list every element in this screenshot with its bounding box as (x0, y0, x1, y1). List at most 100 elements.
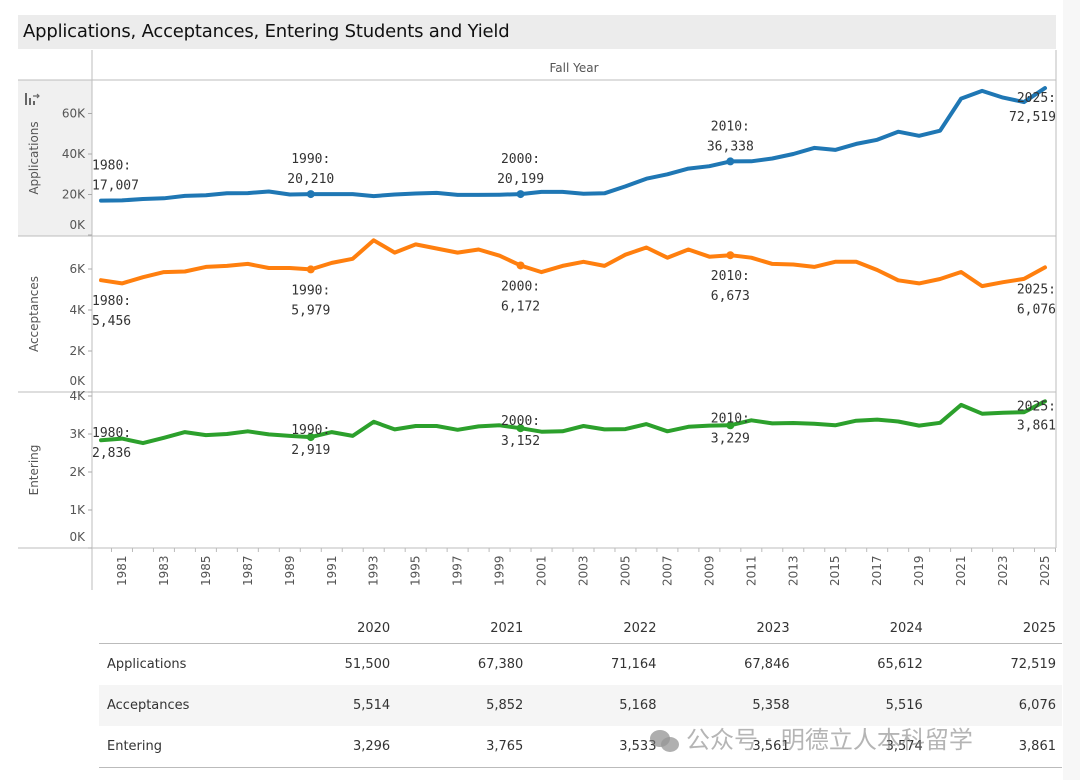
data-point (959, 270, 963, 274)
data-point (120, 437, 124, 441)
data-point (246, 262, 250, 266)
annotation-value: 17,007 (92, 179, 139, 194)
data-point (183, 194, 187, 198)
y-tick-label: 0K (69, 374, 86, 388)
x-tick-label: 2015 (828, 555, 842, 586)
table-row-label: Entering (99, 726, 263, 768)
data-point (875, 268, 879, 272)
table-cell: 3,296 (263, 726, 397, 768)
table-header-row: 2020 2021 2022 2023 2024 2025 (99, 614, 1062, 644)
data-point (875, 418, 879, 422)
x-tick-label: 2011 (744, 555, 758, 586)
y-tick-label: 1K (69, 503, 86, 517)
data-point (707, 164, 711, 168)
data-point (351, 192, 355, 196)
annotation-year: 2025: (1017, 282, 1056, 297)
data-point (1001, 280, 1005, 284)
data-point (204, 433, 208, 437)
data-point (225, 191, 229, 195)
table-cell: 5,358 (662, 685, 796, 726)
annotation-value: 2,836 (92, 446, 131, 461)
x-tick-label: 1989 (283, 555, 297, 586)
data-point (456, 251, 460, 255)
data-point (833, 423, 837, 427)
data-point (644, 245, 648, 249)
highlight-marker (516, 261, 525, 270)
data-point (1001, 411, 1005, 415)
data-point (183, 430, 187, 434)
sort-icon[interactable] (25, 93, 40, 105)
x-tick-label: 2019 (912, 555, 926, 586)
data-point (225, 264, 229, 268)
annotation-year: 2025: (1017, 91, 1056, 106)
data-point (141, 197, 145, 201)
data-point (854, 260, 858, 264)
data-point (267, 432, 271, 436)
data-point (498, 423, 502, 427)
x-tick-label: 1983 (157, 555, 171, 586)
data-point (1022, 100, 1026, 104)
table-cell: 71,164 (610, 657, 657, 672)
data-point (749, 159, 753, 163)
x-tick-label: 1995 (409, 555, 423, 586)
data-point (686, 248, 690, 252)
data-point (812, 265, 816, 269)
x-header-label: Fall Year (549, 61, 598, 75)
scrollbar-track[interactable] (1063, 0, 1080, 780)
data-point (896, 278, 900, 282)
x-tick-label: 2003 (576, 555, 590, 586)
data-point (938, 421, 942, 425)
x-tick-label: 2025 (1038, 555, 1052, 586)
annotation-year: 2010: (711, 269, 750, 284)
data-point (1022, 410, 1026, 414)
data-point (602, 427, 606, 431)
x-tick-label: 2001 (535, 555, 549, 586)
data-point (833, 148, 837, 152)
chart-area: Fall Year Applications 0K 20K 40K 60K 1980: 17,… (18, 50, 1057, 590)
data-point (749, 418, 753, 422)
data-point (393, 251, 397, 255)
table-column-header: 2020 (263, 614, 397, 644)
data-point (1001, 96, 1005, 100)
data-point (246, 429, 250, 433)
data-point (435, 191, 439, 195)
annotation-value: 3,229 (711, 431, 750, 446)
x-tick-label: 2007 (660, 555, 674, 586)
annotation-year: 2000: (501, 279, 540, 294)
data-point (330, 192, 334, 196)
data-point (162, 436, 166, 440)
table-row: Acceptances 5,514 5,852 5,168 5,358 5,51… (99, 685, 1062, 726)
wechat-icon (650, 730, 680, 752)
series-line-entering (99, 399, 1047, 446)
data-point (917, 281, 921, 285)
data-point (414, 191, 418, 195)
annotation-year: 1980: (92, 426, 131, 441)
x-tick-label: 2017 (870, 555, 884, 586)
table-row: Entering 3,296 3,765 3,533 3,561 3,574 3… (99, 726, 1062, 768)
data-point (665, 256, 669, 260)
data-point (1043, 399, 1047, 403)
annotation-year: 2010: (711, 411, 750, 426)
highlight-marker (726, 157, 735, 166)
table-cell: 72,519 (1010, 657, 1057, 672)
data-point (812, 146, 816, 150)
data-point (1043, 86, 1047, 90)
x-tick-label: 1985 (199, 555, 213, 586)
data-point (435, 424, 439, 428)
annotation-year: 2010: (711, 119, 750, 134)
table-cell: 3,574 (795, 726, 929, 768)
annotation-value: 20,210 (287, 172, 334, 187)
axis-title-bg-highlight (18, 80, 92, 236)
data-point (959, 97, 963, 101)
table-cell: 6,076 (928, 685, 1062, 726)
x-tick-label: 1997 (451, 555, 465, 586)
data-point (120, 281, 124, 285)
data-point (581, 192, 585, 196)
annotation-year: 2025: (1017, 399, 1056, 414)
highlight-marker (726, 421, 735, 430)
data-point (1043, 265, 1047, 269)
table-column-header: 2021 (396, 614, 530, 644)
data-point (896, 419, 900, 423)
annotation-value: 6,076 (1017, 302, 1056, 317)
series-line-acceptances (99, 238, 1047, 289)
